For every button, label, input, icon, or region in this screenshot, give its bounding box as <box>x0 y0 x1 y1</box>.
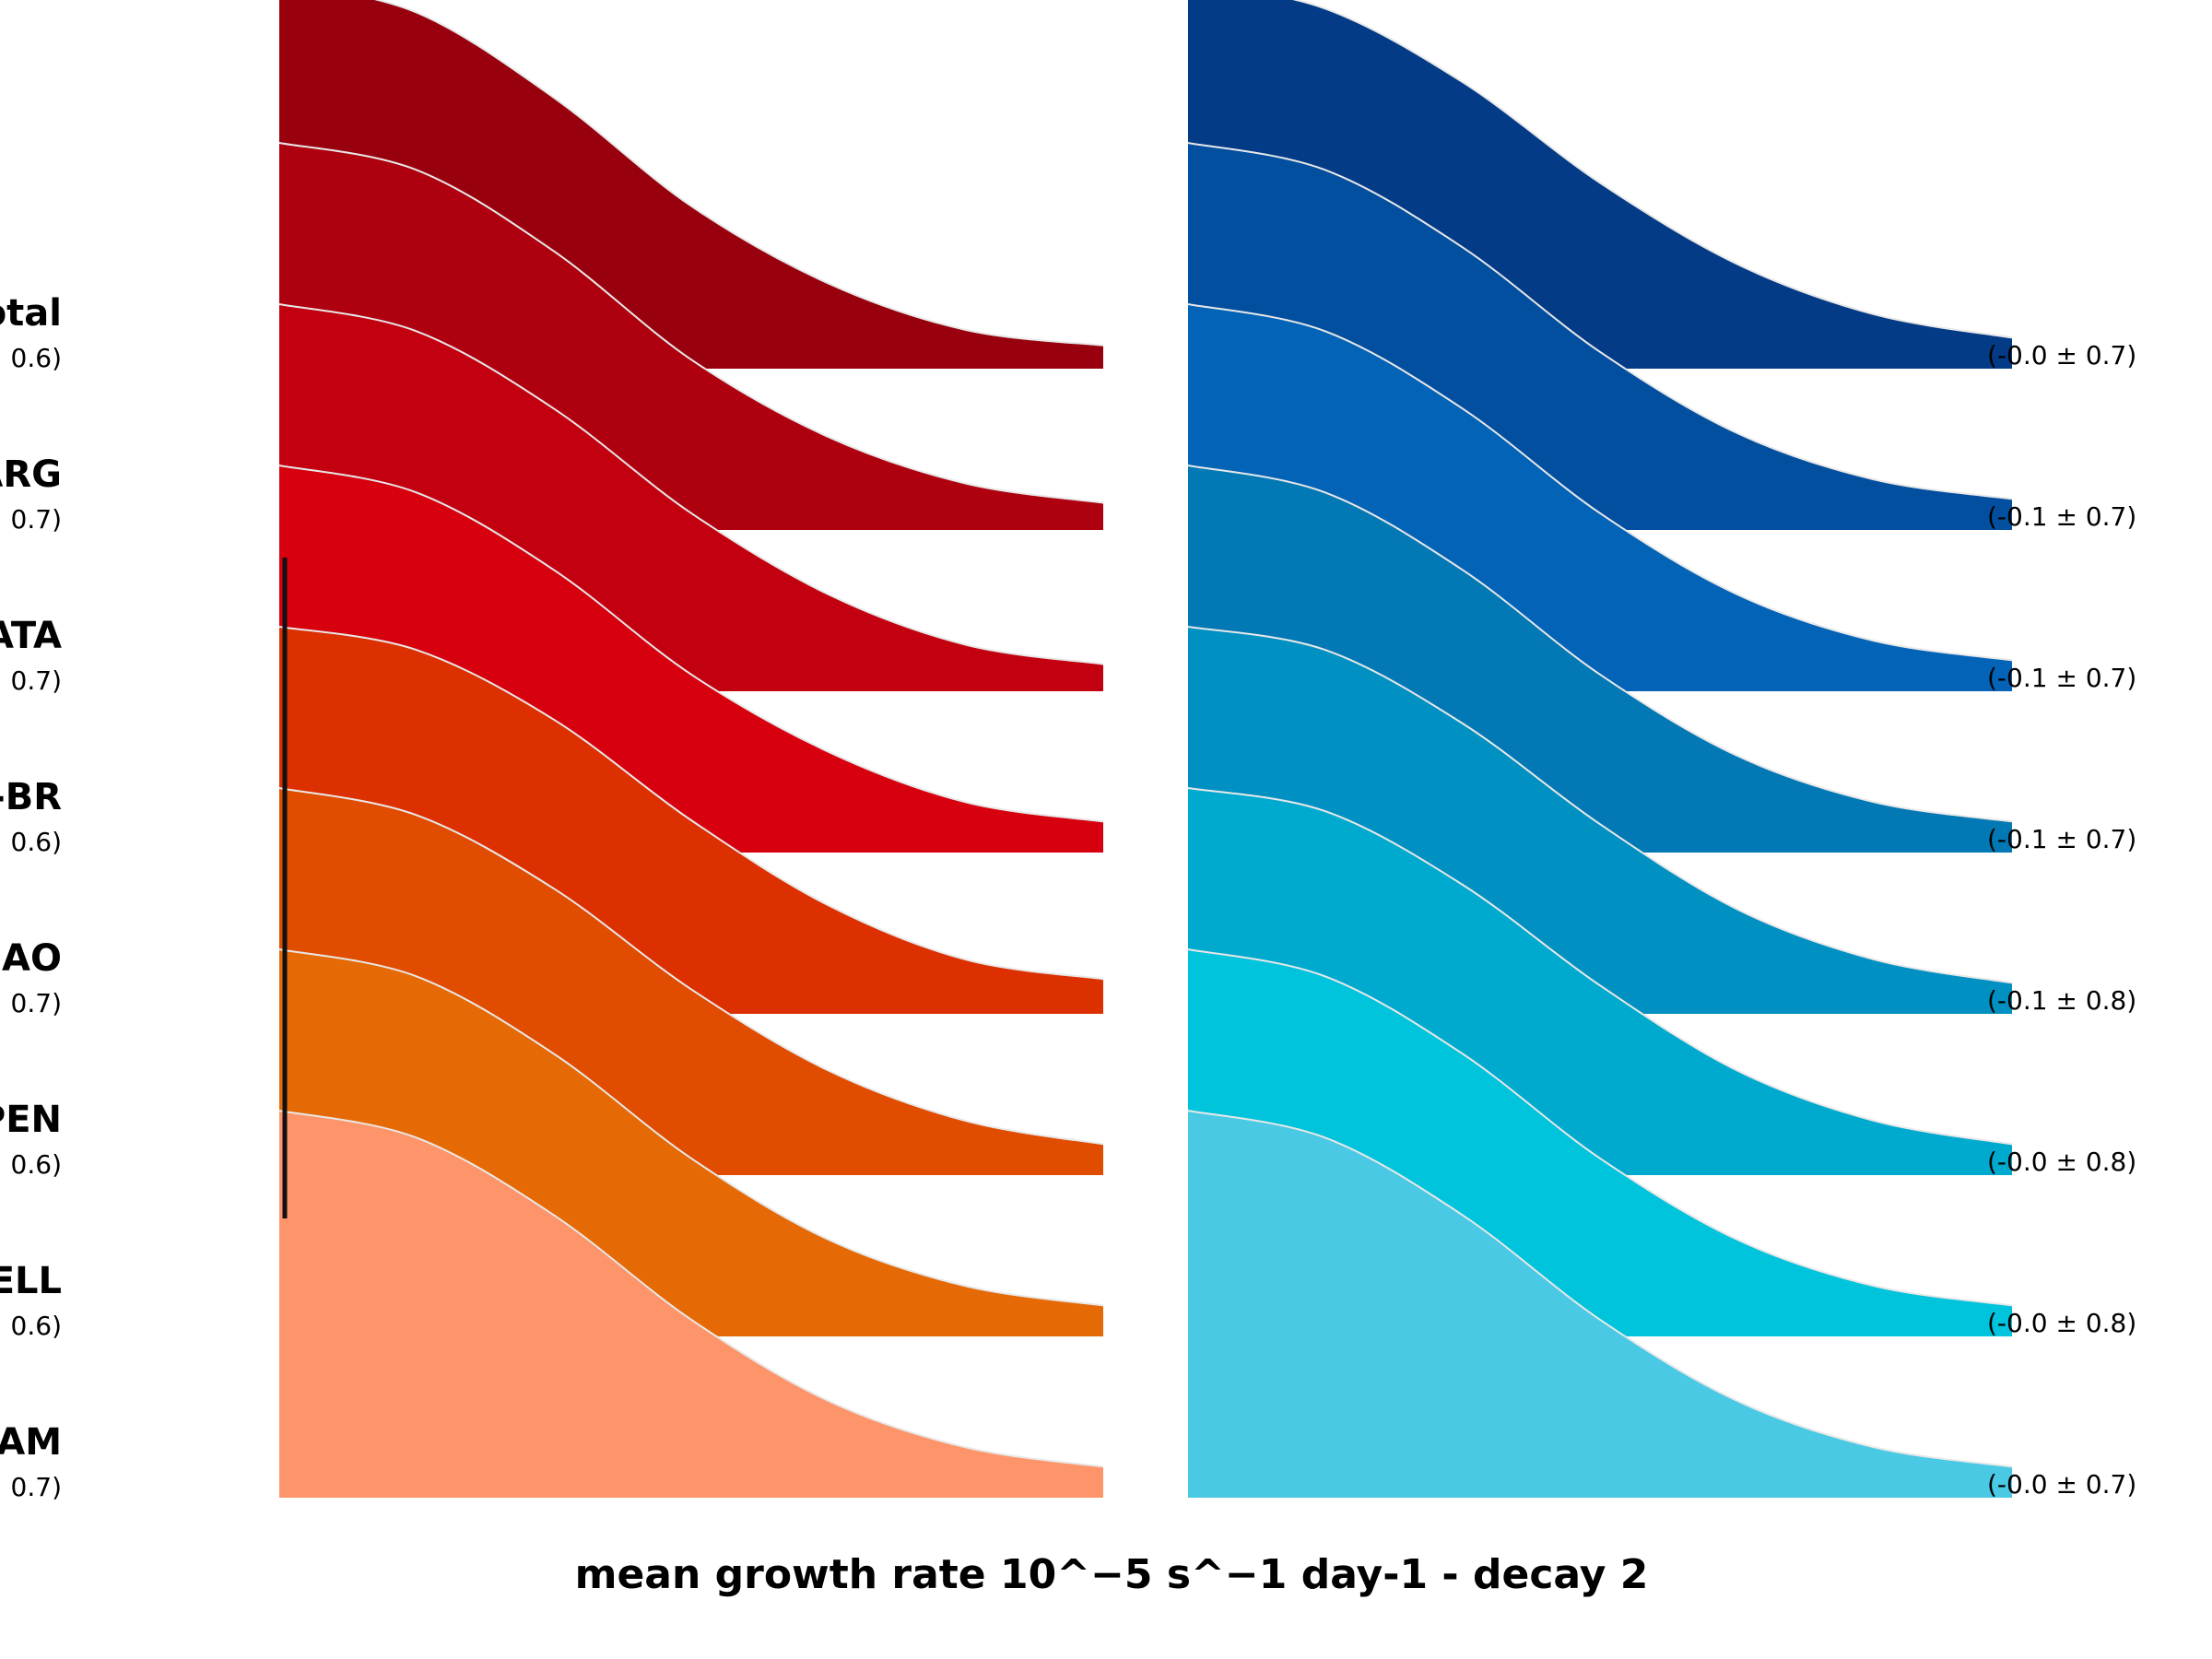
right-ridge-outline-2 <box>1187 303 2013 662</box>
left-stat-label: 0.7) <box>11 1472 62 1502</box>
right-ridge-outline-6 <box>1187 948 2013 1307</box>
right-stat-label: (-0.1 ± 0.7) <box>1987 501 2136 532</box>
category-label: -BR <box>0 776 62 818</box>
left-stat-label: 0.6) <box>11 1311 62 1341</box>
left-stat-label: 0.6) <box>11 343 62 373</box>
category-label: AM <box>0 1421 62 1464</box>
category-label: ATA <box>0 615 62 657</box>
category-label: ARG <box>0 453 62 496</box>
left-ridge-panel <box>278 0 1104 1498</box>
left-ridge-outline-3 <box>278 465 1104 823</box>
right-stat-label: (-0.0 ± 0.7) <box>1987 1469 2136 1500</box>
right-ridge-outline-7 <box>1187 1110 2013 1468</box>
left-ridge-outline-4 <box>278 626 1104 981</box>
right-ridge-outline-5 <box>1187 787 2013 1146</box>
category-label: PEN <box>0 1099 62 1141</box>
left-ridge-outline-0 <box>373 0 1104 347</box>
left-stat-label: 0.6) <box>11 827 62 857</box>
left-ridge-outline-5 <box>278 787 1104 1146</box>
right-ridge-outline-4 <box>1187 626 2013 984</box>
left-ridge-outline-6 <box>278 948 1104 1307</box>
right-stat-label: (-0.0 ± 0.8) <box>1987 1147 2136 1177</box>
left-stat-label: 0.6) <box>11 1149 62 1180</box>
x-axis-title: mean growth rate 10^−5 s^−1 day-1 - deca… <box>575 1551 1649 1598</box>
right-ridge-outline-0 <box>1292 0 2013 339</box>
right-stat-label: (-0.1 ± 0.8) <box>1987 985 2136 1016</box>
left-ridge-7 <box>279 1111 1103 1498</box>
right-stat-label: (-0.1 ± 0.7) <box>1987 663 2136 693</box>
right-stat-label: (-0.0 ± 0.7) <box>1987 340 2136 371</box>
right-ridge-outline-3 <box>1187 465 2013 823</box>
right-ridge-7 <box>1188 1111 2012 1498</box>
right-ridge-outline-1 <box>1187 142 2013 500</box>
left-ridge-outline-2 <box>278 303 1104 665</box>
category-labels: otal 0.6) (-0.0 ± 0.7) ARG 0.7) (-0.1 ± 0.7) A… <box>0 292 2136 1502</box>
left-stat-label: 0.7) <box>11 988 62 1018</box>
right-ridge-panel <box>1187 0 2013 1498</box>
left-ridge-outline-1 <box>278 142 1104 504</box>
left-ridge-outline-7 <box>278 1110 1104 1468</box>
category-label: AO <box>2 937 62 980</box>
left-stat-label: 0.7) <box>11 665 62 696</box>
right-stat-label: (-0.1 ± 0.7) <box>1987 824 2136 854</box>
right-stat-label: (-0.0 ± 0.8) <box>1987 1308 2136 1338</box>
category-label: otal <box>0 292 62 335</box>
left-stat-label: 0.7) <box>11 504 62 535</box>
category-label: ELL <box>0 1260 62 1302</box>
